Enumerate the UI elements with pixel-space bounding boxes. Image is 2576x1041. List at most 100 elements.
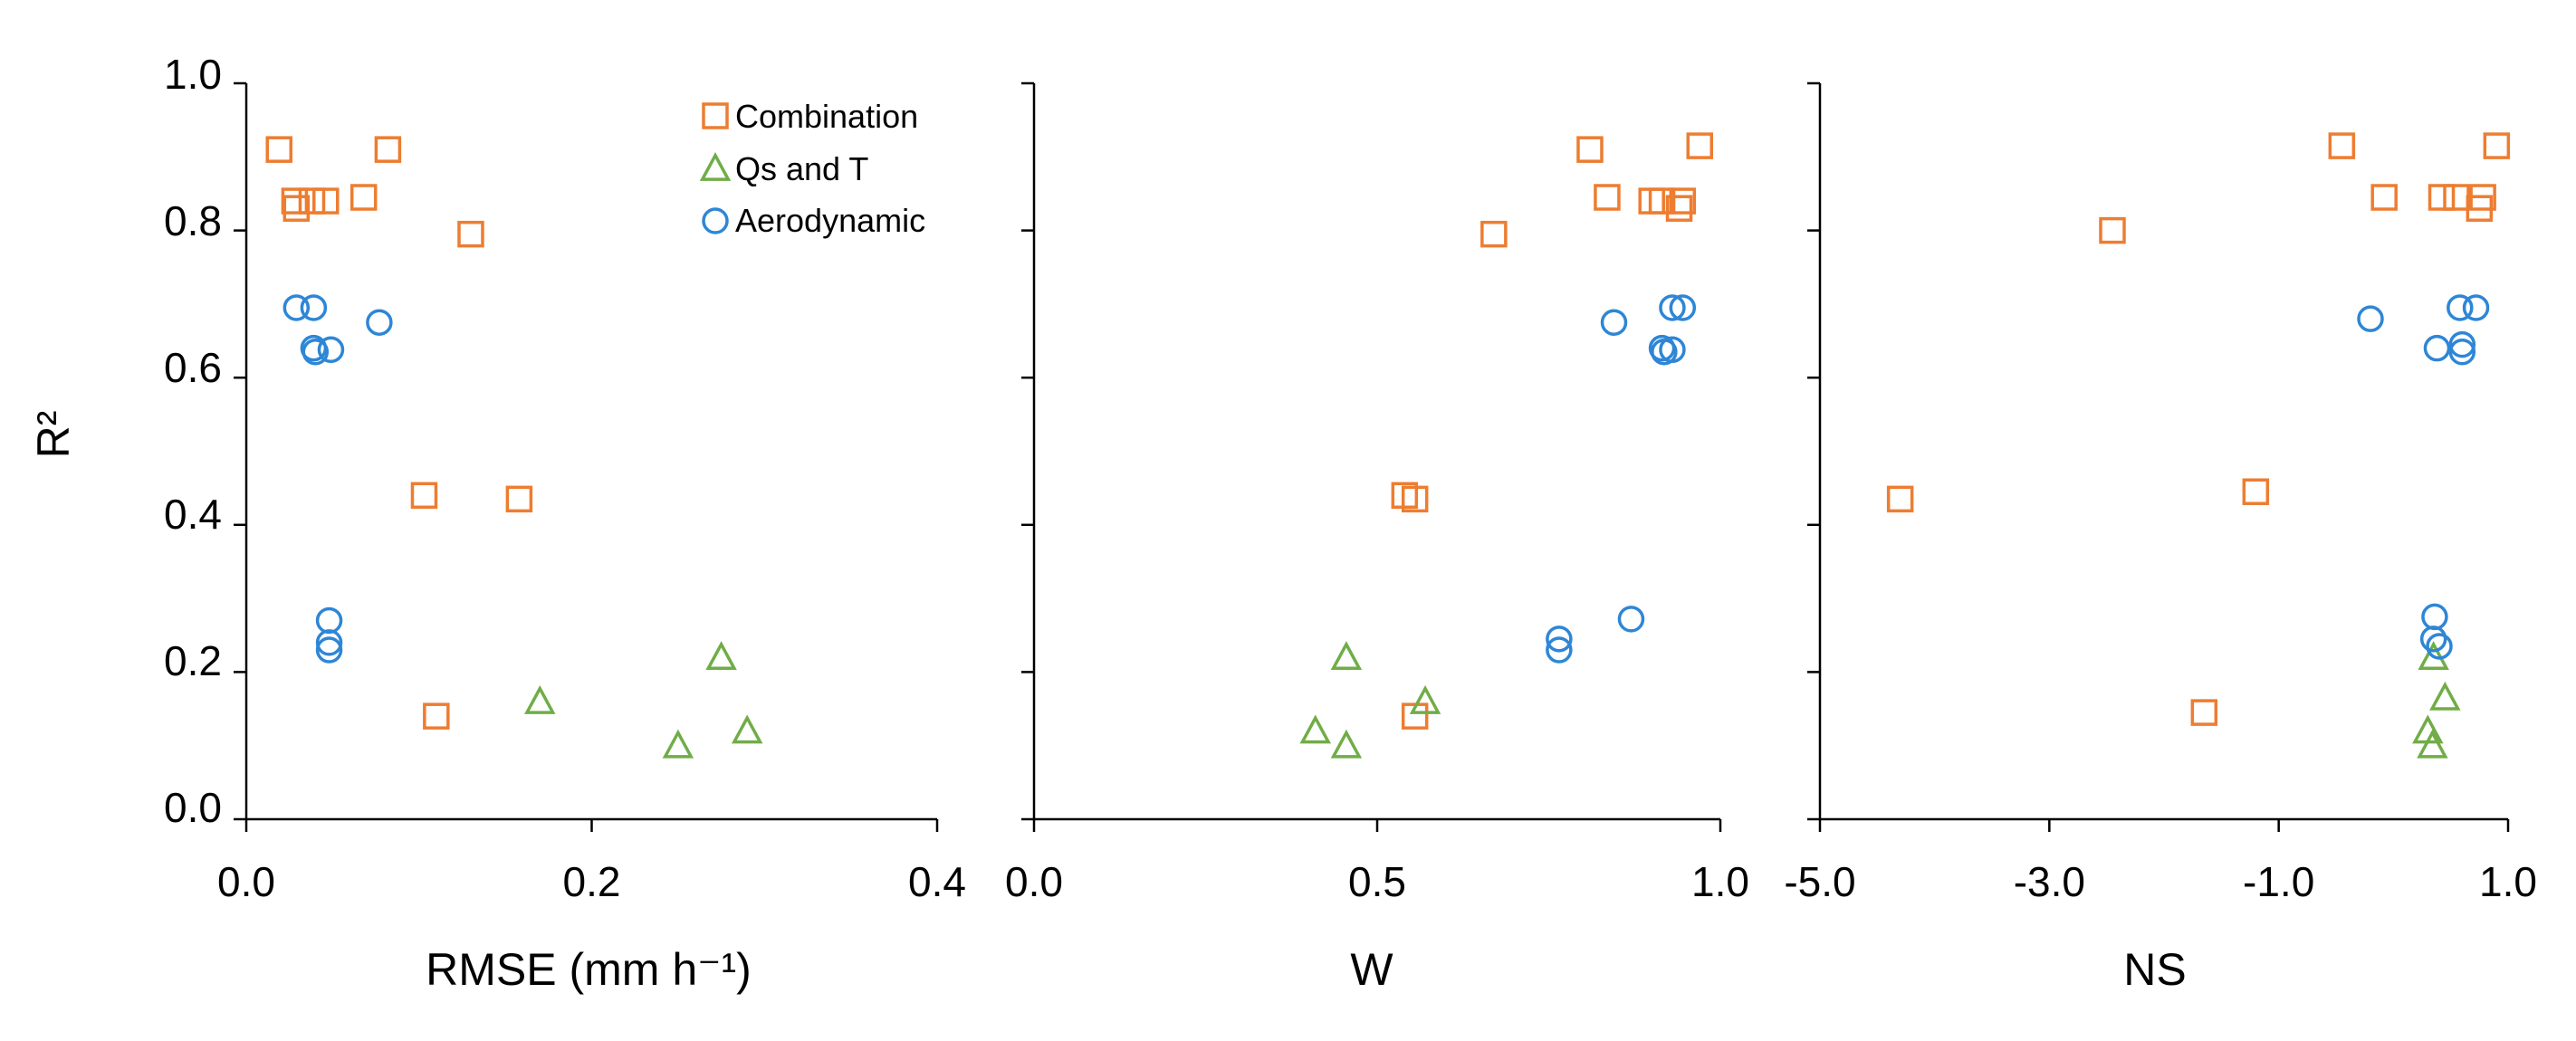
data-point-square (1401, 485, 1429, 513)
y-tick-label: 0.2 (164, 637, 222, 684)
legend-label: Aerodynamic (735, 202, 925, 239)
legend-marker-circle (702, 207, 729, 234)
panel-rmse: RMSE (mm h⁻¹) 0.0 0.2 0.4 (217, 81, 966, 995)
data-point-square (1648, 187, 1676, 215)
data-point-circle (1659, 294, 1686, 321)
data-point-circle (300, 294, 328, 321)
data-point-square (1669, 187, 1697, 215)
data-point-circle (282, 294, 311, 321)
data-point-square (2483, 132, 2511, 159)
x-axis-label: W (1350, 944, 1393, 995)
data-point-circle (317, 336, 345, 364)
data-point-square (2190, 699, 2218, 726)
legend-entry-qs-and-t: Qs and T (699, 150, 868, 187)
data-point-triangle (2417, 729, 2448, 759)
data-point-circle (2421, 603, 2448, 631)
legend-entry-aerodynamic: Aerodynamic (702, 202, 925, 239)
data-point-circle (2423, 334, 2451, 362)
data-point-circle (1600, 309, 1628, 336)
y-tick-label: 0.8 (164, 197, 222, 244)
data-point-circle (2426, 633, 2453, 660)
x-tick-label: -1.0 (2243, 858, 2314, 905)
legend-label: Combination (735, 98, 918, 135)
legend-marker-square (702, 102, 729, 129)
data-point-circle (315, 636, 343, 664)
data-point-circle (315, 629, 343, 656)
data-point-square (1480, 220, 1508, 248)
x-tick-label: -3.0 (2014, 858, 2085, 905)
legend-marker-square (702, 102, 729, 129)
data-point-square (2443, 184, 2470, 211)
data-point-circle (2448, 330, 2476, 358)
data-point-triangle (1299, 714, 1332, 744)
data-point-circle (2357, 305, 2384, 332)
x-tick-label: 0.5 (1348, 858, 1406, 905)
data-point-square (374, 136, 402, 163)
legend-marker-triangle (699, 152, 732, 181)
data-point-square (505, 485, 533, 513)
data-point-square (1886, 485, 1914, 513)
data-point-square (1594, 184, 1621, 211)
data-point-square (2328, 132, 2356, 159)
data-point-circle (2419, 626, 2447, 653)
x-tick-label: 0.0 (217, 858, 275, 905)
x-tick-label: 0.0 (1005, 858, 1063, 905)
data-point-triangle (1409, 684, 1441, 714)
y-tick-label: 0.6 (164, 344, 222, 391)
y-tick-label: 0.0 (164, 784, 222, 831)
data-point-square (2428, 184, 2456, 211)
data-point-triangle (662, 729, 694, 759)
data-point-square (2370, 184, 2398, 211)
data-point-circle (2448, 338, 2476, 366)
data-point-circle (366, 309, 393, 336)
data-point-circle (1546, 636, 1573, 664)
legend-entry-combination: Combination (702, 98, 918, 135)
data-point-triangle (705, 641, 737, 671)
data-point-circle (302, 338, 330, 366)
data-point-triangle (2418, 641, 2449, 671)
data-point-triangle (731, 714, 763, 744)
data-point-square (350, 184, 378, 211)
data-point-square (1576, 136, 1604, 163)
y-tick-labels: 0.0 0.2 0.4 0.6 0.8 1.0 (164, 51, 222, 831)
data-point-triangle (524, 684, 556, 714)
data-point-triangle (1330, 729, 1363, 759)
data-point-square (2242, 478, 2270, 505)
x-tick-label: -5.0 (1784, 858, 1855, 905)
data-point-square (410, 482, 438, 510)
data-point-circle (1617, 606, 1645, 633)
legend: Combination Qs and T Aerodynamic (699, 98, 925, 239)
x-tick-label: 0.4 (908, 858, 966, 905)
data-point-triangle (1330, 641, 1363, 671)
data-point-circle (2462, 294, 2490, 321)
legend-marker-circle (702, 207, 729, 234)
y-tick-label: 1.0 (164, 51, 222, 98)
panel-w: W 0.0 0.5 1.0 (1005, 81, 1749, 995)
x-axis-label: RMSE (mm h⁻¹) (426, 944, 752, 995)
data-point-square (1686, 132, 1714, 159)
data-point-triangle (2429, 681, 2461, 711)
data-point-circle (2447, 294, 2474, 321)
data-point-square (298, 187, 326, 215)
x-tick-label: 1.0 (1691, 858, 1749, 905)
y-axis-label: R² (28, 411, 79, 459)
x-axis-label: NS (2123, 944, 2186, 995)
data-point-square (2466, 195, 2494, 222)
data-point-square (423, 702, 450, 730)
x-tick-label: 1.0 (2479, 858, 2537, 905)
data-point-square (457, 220, 484, 248)
data-point-square (265, 136, 292, 163)
data-point-square (281, 187, 309, 215)
legend-label: Qs and T (735, 150, 868, 187)
data-point-circle (315, 606, 343, 635)
data-point-square (311, 187, 340, 215)
data-point-circle (1546, 626, 1573, 653)
legend-marker-triangle (699, 152, 732, 181)
x-tick-label: 0.2 (563, 858, 621, 905)
panel-ns: NS -5.0 -3.0 -1.0 1.0 (1784, 81, 2537, 995)
y-tick-label: 0.4 (164, 491, 222, 538)
data-point-square (282, 195, 311, 222)
data-point-square (2099, 216, 2126, 244)
data-point-square (1665, 195, 1693, 222)
